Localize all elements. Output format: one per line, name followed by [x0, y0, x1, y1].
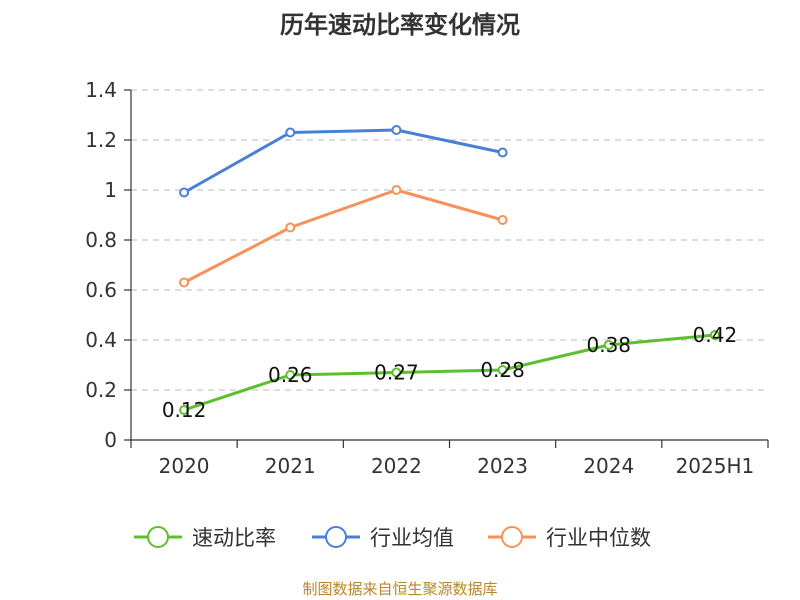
grid-lines	[131, 89, 768, 391]
x-tick-label-2: 2022	[371, 454, 422, 478]
chart-title: 历年速动比率变化情况	[280, 11, 520, 39]
y-tick-label-6: 1.2	[85, 128, 117, 152]
x-tick-label-4: 2024	[583, 454, 634, 478]
x-tick-label-0: 2020	[159, 454, 210, 478]
series-0-point-2	[391, 367, 402, 378]
legend-marker-1	[325, 526, 347, 548]
series-0-point-3	[497, 365, 508, 375]
data-label-1: 0.26	[268, 363, 313, 387]
series-line-0	[183, 333, 716, 412]
y-tick-labels: 0 0.2 0.4 0.6 0.8 1 1.2 1.4	[85, 78, 117, 452]
data-label-4: 0.38	[586, 333, 631, 357]
series-1-point-0	[179, 187, 190, 198]
data-label-2: 0.27	[374, 361, 419, 385]
series-0-point-5	[709, 330, 720, 340]
series-1-point-2	[391, 125, 402, 135]
y-tick-label-1: 0.2	[85, 378, 117, 402]
legend-marker-0	[147, 526, 169, 548]
x-tick-label-3: 2023	[477, 454, 528, 478]
series-2-point-3	[497, 215, 508, 225]
series-1-point-1	[285, 127, 296, 138]
legend-label-0: 速动比率	[192, 526, 276, 550]
y-tick-label-4: 0.8	[85, 228, 117, 252]
y-tick-label-3: 0.6	[85, 278, 117, 302]
legend-label-2: 行业中位数	[546, 526, 651, 550]
series-2-point-1	[285, 222, 296, 233]
x-tick-labels: 2020 2021 2022 2023 2024 2025H1	[159, 454, 755, 478]
y-tick-label-0: 0	[104, 428, 117, 452]
data-label-3: 0.28	[480, 358, 525, 382]
y-tick-label-5: 1	[104, 178, 117, 202]
series-1-point-3	[497, 147, 508, 158]
series-2-point-2	[391, 185, 402, 195]
y-tick-label-7: 1.4	[85, 78, 117, 102]
y-tick-label-2: 0.4	[85, 328, 117, 352]
series-0-point-0	[179, 405, 190, 415]
series-0-point-4	[603, 340, 614, 350]
data-label-5: 0.42	[693, 323, 738, 347]
series-line-2	[183, 188, 503, 284]
source-note: 制图数据来自恒生聚源数据库	[302, 580, 497, 598]
axes	[124, 89, 769, 448]
x-tick-label-1: 2021	[265, 454, 316, 478]
legend-marker-2	[501, 526, 523, 548]
legend: 速动比率 行业均值 行业中位数	[134, 526, 651, 550]
series-0-point-1	[285, 370, 296, 380]
data-labels: 0.12 0.26 0.27 0.28 0.38 0.42	[162, 323, 737, 422]
x-tick-label-5: 2025H1	[676, 454, 755, 478]
series-2-point-0	[179, 277, 190, 288]
series-line-1	[183, 128, 503, 194]
series-group	[179, 125, 720, 415]
legend-label-1: 行业均值	[370, 526, 454, 550]
data-label-0: 0.12	[162, 398, 207, 422]
